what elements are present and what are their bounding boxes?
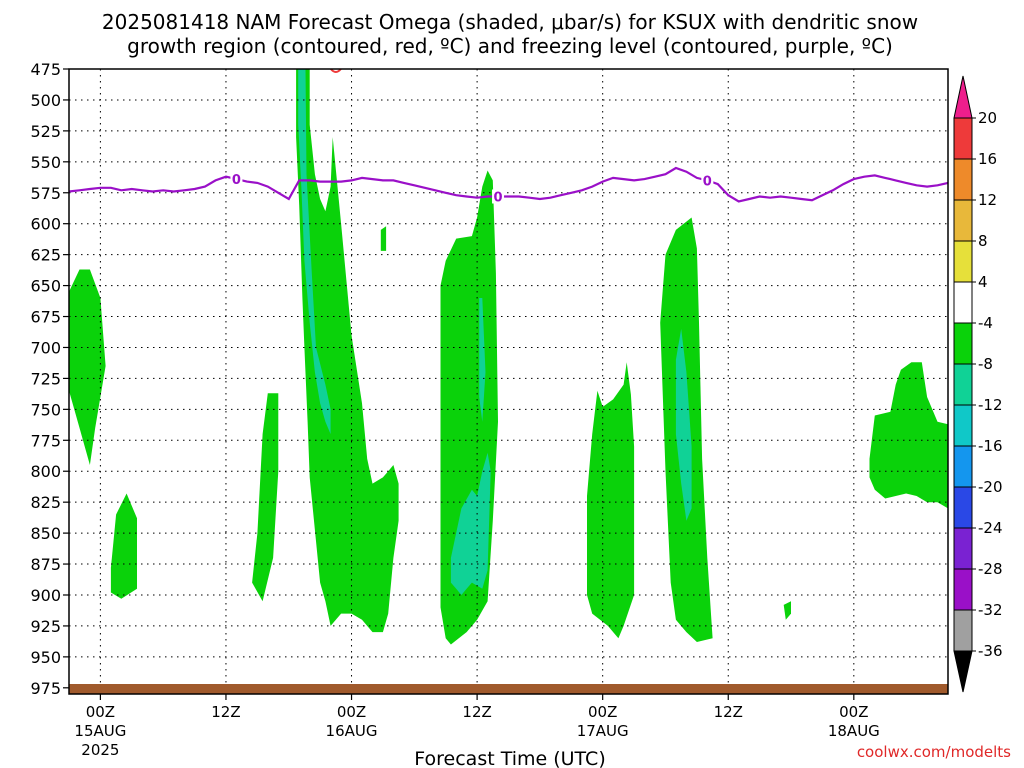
- omega-region-9: [869, 362, 948, 509]
- y-tick-label: 875: [30, 555, 61, 574]
- colorbar-max-triangle: [953, 75, 973, 119]
- colorbar-swatch: [953, 240, 973, 283]
- colorbar-swatch: [953, 609, 973, 652]
- omega-region-4: [380, 226, 387, 251]
- omega-shading-layer: [69, 69, 948, 645]
- y-tick-label: 600: [30, 215, 61, 234]
- omega-region-10: [298, 69, 331, 435]
- colorbar-swatch: [953, 404, 973, 447]
- colorbar-label: -24: [978, 519, 1003, 537]
- y-tick-label: 950: [30, 648, 61, 667]
- y-axis-ticks: 475 500 525 550 575 600 625 650 675 700 725 750 775 8…: [30, 60, 69, 698]
- x-tick-date: 15AUG: [74, 722, 126, 740]
- x-tick-label: 00Z: [588, 703, 617, 721]
- freezing-level-line: [68, 166, 949, 203]
- freezing-level-contour: 0 0 0: [68, 68, 949, 205]
- contour-label-bg: [492, 189, 505, 204]
- plot-background: [69, 69, 948, 694]
- colorbar-label: -4: [978, 314, 993, 332]
- colorbar-swatch: [953, 117, 973, 160]
- x-tick-date: 16AUG: [326, 722, 378, 740]
- y-tick-label: 925: [30, 617, 61, 636]
- colorbar-swatch: [953, 199, 973, 242]
- y-tick-label: 975: [30, 679, 61, 698]
- colorbar-swatch: [953, 322, 973, 365]
- freezing-level-label: 0: [703, 174, 712, 189]
- contour-label-bg: [701, 173, 714, 188]
- colorbar-label: 20: [978, 109, 997, 127]
- y-tick-label: 775: [30, 431, 61, 450]
- omega-region-13: [675, 328, 692, 521]
- x-tick-date: 18AUG: [828, 722, 880, 740]
- colorbar-swatch: [953, 527, 973, 570]
- omega-region-12: [479, 298, 486, 422]
- y-tick-label: 575: [30, 184, 61, 203]
- y-tick-label: 650: [30, 277, 61, 296]
- chart-title-line-2: growth region (contoured, red, ºC) and f…: [127, 34, 893, 58]
- y-tick-label: 700: [30, 338, 61, 357]
- colorbar-swatch: [953, 158, 973, 201]
- colorbar-label: -16: [978, 437, 1003, 455]
- y-tick-label: 475: [30, 60, 61, 79]
- y-tick-label: 825: [30, 493, 61, 512]
- colorbar-label: -8: [978, 355, 993, 373]
- omega-region-6: [587, 362, 635, 639]
- colorbar-label: 12: [978, 191, 997, 209]
- chart-title-line-1: 2025081418 NAM Forecast Omega (shaded, μ…: [102, 10, 918, 34]
- omega-region-1: [110, 493, 137, 599]
- colorbar-label: 16: [978, 150, 997, 168]
- colorbar-label: -20: [978, 478, 1003, 496]
- omega-region-2: [252, 393, 279, 602]
- omega-region-3: [296, 69, 399, 633]
- y-tick-label: 750: [30, 400, 61, 419]
- freezing-level-label: 0: [494, 190, 503, 205]
- credit-text: coolwx.com/modelts: [857, 743, 1011, 761]
- y-tick-label: 500: [30, 91, 61, 110]
- colorbar-swatch: [953, 363, 973, 406]
- colorbar-label: -12: [978, 396, 1003, 414]
- omega-region-0: [69, 269, 106, 465]
- x-axis-label: Forecast Time (UTC): [414, 748, 605, 768]
- x-tick-label: 12Z: [211, 703, 240, 721]
- colorbar-label: 4: [978, 273, 988, 291]
- y-tick-label: 550: [30, 153, 61, 172]
- omega-region-8: [783, 601, 791, 620]
- dendritic-growth-contour: [330, 68, 342, 73]
- omega-region-11: [450, 452, 491, 595]
- ground-strip: [69, 684, 948, 694]
- y-tick-label: 800: [30, 462, 61, 481]
- y-tick-label: 900: [30, 586, 61, 605]
- colorbar-label: -32: [978, 601, 1003, 619]
- colorbar-swatch: [953, 486, 973, 529]
- x-tick-date: 17AUG: [577, 722, 629, 740]
- x-tick-label: 00Z: [337, 703, 366, 721]
- y-tick-label: 850: [30, 524, 61, 543]
- colorbar-swatch: [953, 445, 973, 488]
- freezing-level-label: 0: [232, 173, 241, 188]
- colorbar-min-triangle: [953, 650, 973, 693]
- plot-frame: [68, 68, 949, 695]
- x-tick-label: 00Z: [839, 703, 868, 721]
- y-tick-label: 675: [30, 308, 61, 327]
- y-tick-label: 725: [30, 369, 61, 388]
- grid-lines: [69, 69, 948, 694]
- x-tick-label: 12Z: [714, 703, 743, 721]
- x-tick-label: 12Z: [462, 703, 491, 721]
- y-tick-label: 625: [30, 246, 61, 265]
- plot-area: 0 0 0: [68, 68, 949, 695]
- contour-label-bg: [230, 172, 243, 187]
- x-tick-label: 00Z: [86, 703, 115, 721]
- y-tick-label: 525: [30, 122, 61, 141]
- colorbar-label: -28: [978, 560, 1003, 578]
- colorbar-label: -36: [978, 642, 1003, 660]
- x-tick-year: 2025: [81, 741, 119, 759]
- colorbar-swatch: [953, 568, 973, 611]
- colorbar-swatch: [953, 281, 973, 324]
- colorbar-label: 8: [978, 232, 988, 250]
- colorbar: 20 16 12 8 4 -4 -8 -12 -16 -20 -24 -28 -32 -36: [953, 75, 1003, 693]
